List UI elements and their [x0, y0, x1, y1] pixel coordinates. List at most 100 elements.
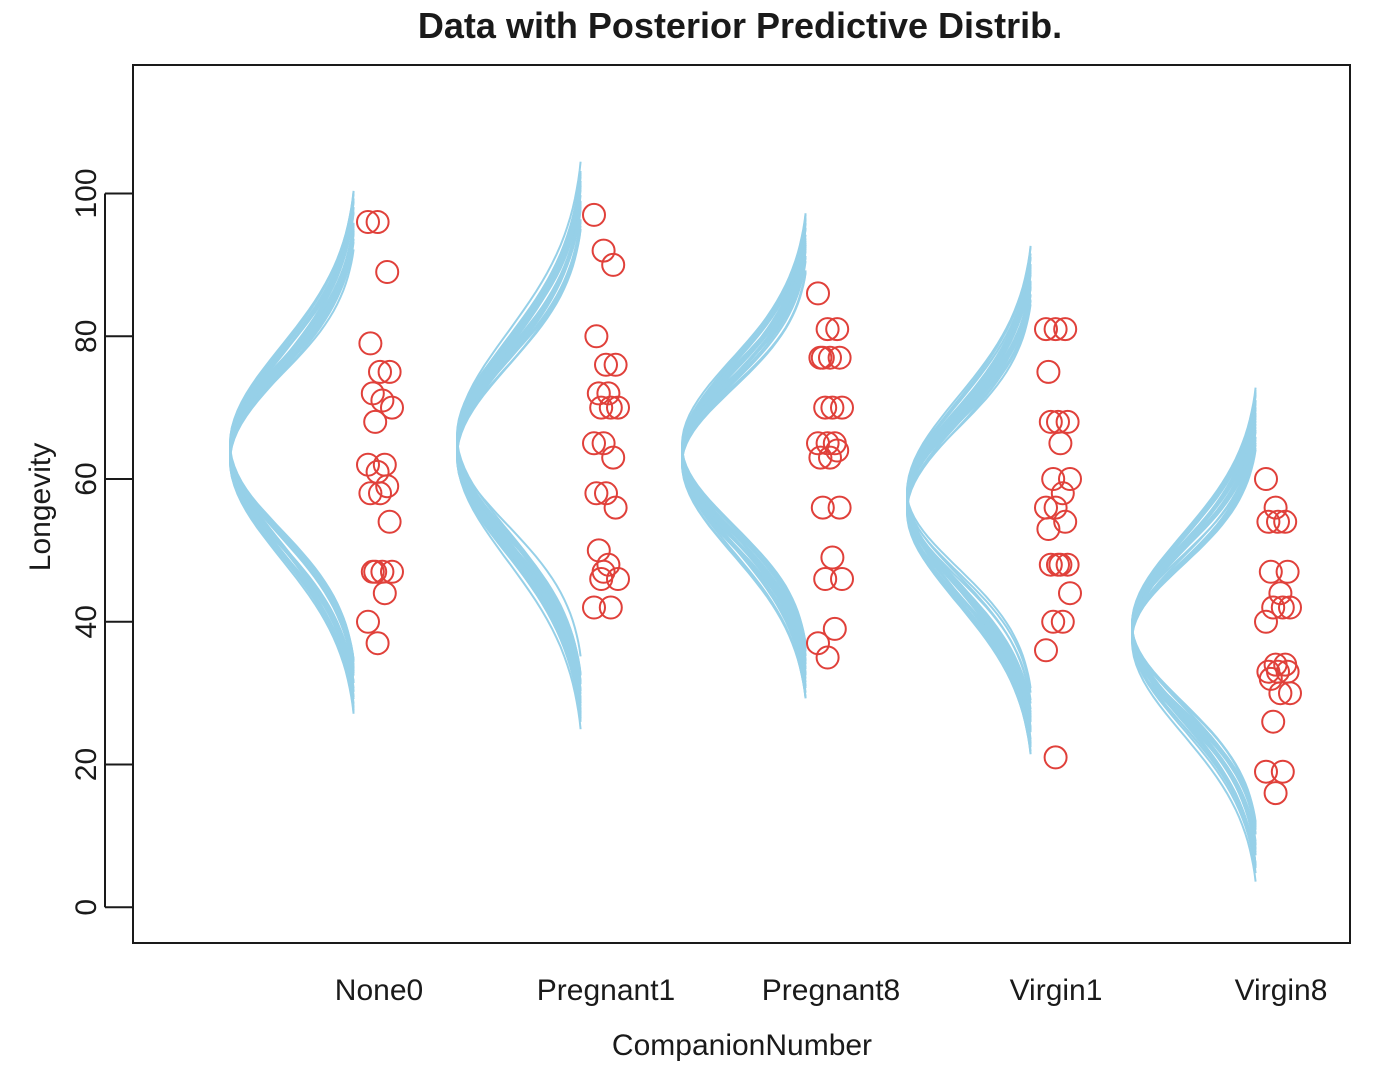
- x-tick-label: None0: [335, 974, 423, 1007]
- data-point: [1048, 431, 1073, 456]
- data-point: [1050, 481, 1075, 506]
- x-tick-label: Virgin8: [1235, 974, 1328, 1007]
- x-axis: None0 Pregnant1 Pregnant8 Virgin1 Virgin8: [335, 974, 1328, 1007]
- posterior-curve: [905, 304, 1032, 710]
- data-point: [598, 595, 623, 620]
- data-point: [606, 567, 630, 591]
- data-point: [1050, 609, 1075, 634]
- data-point: [813, 395, 838, 420]
- data-point: [806, 281, 830, 306]
- x-tick-label: Pregnant1: [537, 974, 675, 1007]
- posterior-curve: [1130, 420, 1257, 846]
- data-point: [368, 359, 392, 384]
- data-point: [1258, 559, 1283, 584]
- data-point: [594, 352, 618, 377]
- data-point: [1058, 467, 1082, 491]
- data-point: [815, 645, 840, 670]
- data-point: [358, 481, 383, 506]
- data-point: [822, 616, 847, 641]
- data-point: [827, 495, 852, 520]
- data-point: [810, 495, 835, 520]
- data-point: [584, 324, 609, 349]
- data-point: [1055, 552, 1080, 577]
- data-point: [380, 559, 404, 584]
- data-point: [820, 545, 845, 570]
- data-point: [582, 431, 606, 456]
- y-tick-label: 20: [70, 748, 103, 781]
- data-point: [377, 359, 402, 384]
- posterior-curve: [680, 213, 807, 693]
- data-point: [1036, 517, 1061, 541]
- data-point: [1261, 709, 1286, 734]
- y-axis-label: Longevity: [24, 443, 57, 571]
- data-point: [1048, 552, 1073, 577]
- data-point: [1278, 595, 1302, 620]
- data-point: [377, 509, 402, 534]
- data-point: [372, 581, 397, 606]
- data-point: [1270, 759, 1295, 784]
- data-point: [603, 495, 628, 520]
- data-point: [1266, 509, 1290, 534]
- data-point: [1041, 609, 1066, 634]
- data-point: [365, 210, 390, 234]
- data-point: [1254, 467, 1278, 491]
- data-point: [1275, 559, 1300, 584]
- data-point: [1038, 409, 1063, 434]
- posterior-curve: [228, 249, 355, 661]
- data-point: [606, 395, 630, 420]
- posterior-curve: [455, 222, 582, 692]
- y-tick-label: 100: [70, 168, 103, 218]
- data-point: [1254, 759, 1278, 784]
- data-point: [586, 381, 611, 406]
- y-tick-label: 40: [70, 605, 103, 638]
- data-point: [1254, 609, 1278, 634]
- data-point: [825, 317, 850, 342]
- data-point: [1278, 681, 1302, 706]
- data-point: [603, 352, 628, 377]
- data-point: [584, 481, 609, 506]
- data-point: [1261, 595, 1286, 620]
- data-points: [356, 202, 1302, 806]
- data-point: [601, 252, 626, 277]
- data-point: [830, 395, 854, 420]
- data-point: [818, 445, 842, 470]
- data-point: [375, 474, 400, 499]
- data-point: [815, 317, 840, 342]
- y-tick-label: 0: [70, 899, 103, 916]
- data-point: [582, 595, 606, 620]
- data-point: [813, 567, 838, 591]
- x-tick-label: Virgin1: [1010, 974, 1103, 1007]
- data-point: [1034, 495, 1058, 520]
- x-tick-label: Pregnant8: [762, 974, 900, 1007]
- data-point: [1263, 781, 1288, 806]
- data-point: [1034, 638, 1058, 663]
- data-point: [825, 438, 850, 463]
- data-point: [375, 260, 400, 284]
- data-point: [591, 559, 616, 584]
- data-point: [582, 202, 606, 227]
- plot-frame: [132, 64, 1351, 944]
- data-point: [589, 395, 614, 420]
- data-point: [358, 331, 383, 356]
- data-point: [1034, 317, 1058, 342]
- data-point: [1038, 552, 1063, 577]
- data-point: [827, 345, 852, 370]
- data-point: [363, 559, 388, 584]
- data-point: [380, 395, 404, 420]
- data-point: [365, 631, 390, 656]
- data-point: [1256, 509, 1281, 534]
- posterior-curve: [905, 256, 1032, 730]
- data-point: [1058, 581, 1082, 606]
- x-axis-label: CompanionNumber: [612, 1029, 872, 1062]
- y-tick-label: 80: [70, 320, 103, 353]
- data-point: [818, 345, 842, 370]
- data-point: [1036, 359, 1061, 384]
- y-tick-label: 60: [70, 462, 103, 495]
- data-point: [356, 609, 380, 634]
- data-point: [601, 445, 626, 470]
- data-point: [820, 395, 845, 420]
- data-point: [1273, 509, 1298, 534]
- y-axis: 0 20 40 60 80 100: [70, 168, 133, 916]
- data-point: [1043, 317, 1068, 342]
